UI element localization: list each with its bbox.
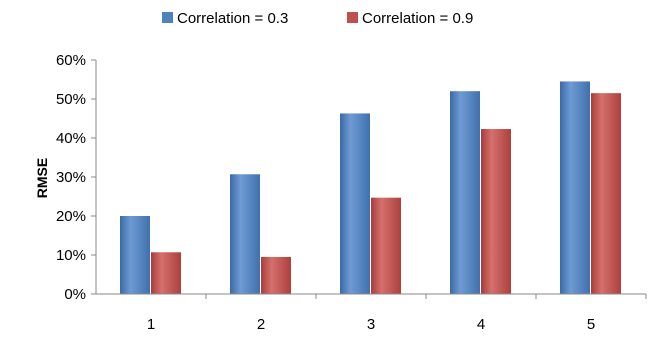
x-tick-label: 5 — [587, 316, 595, 333]
legend-swatch-correlation-0-9 — [347, 12, 358, 23]
x-tick-label: 3 — [367, 316, 375, 333]
bars — [120, 81, 621, 295]
y-tick-label: 40% — [56, 130, 86, 147]
bar-correlation-0-9-1 — [151, 252, 181, 294]
legend-swatch-correlation-0-3 — [162, 12, 173, 23]
y-tick-label: 0% — [64, 286, 86, 303]
bar-correlation-0-9-2 — [261, 256, 291, 294]
y-tick-label: 20% — [56, 208, 86, 225]
bar-correlation-0-9-4 — [481, 129, 511, 294]
y-tick-label: 60% — [56, 52, 86, 69]
bar-correlation-0-3-1 — [120, 216, 150, 294]
y-tick-label: 30% — [56, 169, 86, 186]
y-axis: 0% 10% 20% 30% 40% 50% 60% — [56, 52, 96, 303]
x-axis: 1 2 3 4 5 — [147, 294, 647, 333]
y-axis-title: RMSE — [34, 158, 50, 198]
bar-correlation-0-3-2 — [230, 174, 260, 294]
legend-label: Correlation = 0.9 — [362, 10, 473, 27]
bar-correlation-0-9-5 — [591, 93, 621, 295]
legend: Correlation = 0.3 Correlation = 0.9 — [162, 10, 473, 27]
bar-correlation-0-3-5 — [560, 81, 590, 294]
x-tick-label: 1 — [147, 316, 155, 333]
x-tick-label: 4 — [477, 316, 485, 333]
bar-correlation-0-3-4 — [450, 91, 480, 294]
legend-label: Correlation = 0.3 — [177, 10, 288, 27]
bar-correlation-0-9-3 — [371, 197, 401, 294]
x-tick-label: 2 — [257, 316, 265, 333]
y-tick-label: 10% — [56, 247, 86, 264]
y-tick-label: 50% — [56, 91, 86, 108]
bar-correlation-0-3-3 — [340, 113, 370, 295]
